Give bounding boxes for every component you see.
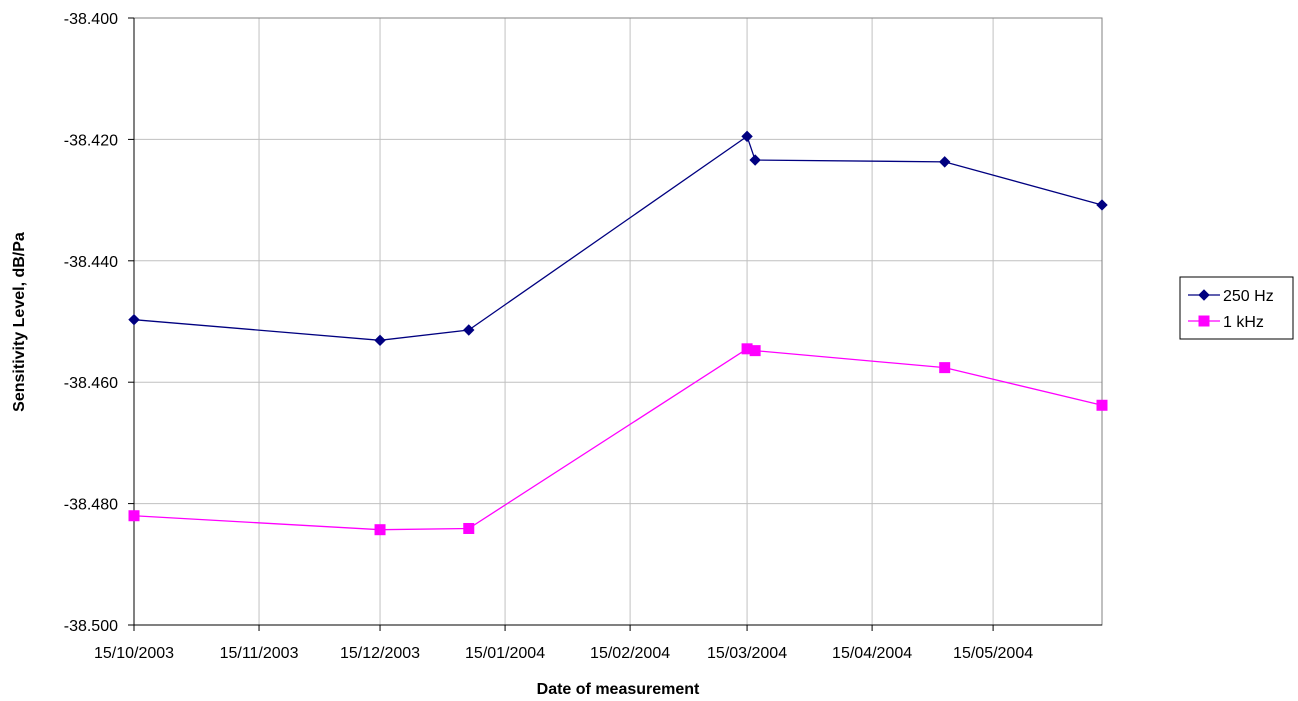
data-point-1-khz [463, 522, 475, 534]
data-point-250-hz [749, 154, 761, 166]
data-point-1-khz [749, 345, 761, 357]
legend-item-250-hz: 250 Hz [1188, 288, 1274, 305]
legend-label-1-khz: 1 kHz [1223, 314, 1264, 331]
x-tick-label: 15/02/2004 [590, 645, 670, 662]
data-point-250-hz [374, 334, 386, 347]
x-tick-label: 15/11/2003 [220, 645, 299, 662]
data-point-250-hz [463, 324, 475, 336]
x-tick-label: 15/01/2004 [465, 645, 545, 662]
x-tick-label: 15/10/2003 [94, 645, 174, 662]
data-point-1-khz [374, 524, 386, 536]
series-line-250-hz [133, 135, 1103, 341]
data-point-250-hz [741, 130, 753, 143]
data-point-1-khz [939, 362, 951, 374]
legend: 250 Hz 1 kHz [1179, 276, 1294, 340]
series-1-khz [128, 343, 1108, 536]
series-layer [128, 130, 1108, 536]
series-250-hz [128, 130, 1108, 347]
series-line-1-khz [133, 348, 1103, 531]
gridlines [133, 17, 1102, 626]
data-point-1-khz [128, 510, 140, 522]
y-tick-label: -38.480 [64, 497, 118, 514]
x-tick-label: 15/04/2004 [832, 645, 912, 662]
y-tick-label: -38.460 [64, 375, 118, 392]
data-point-1-khz [1096, 399, 1108, 411]
legend-marker-250-hz [1198, 289, 1210, 301]
y-tick-label: -38.400 [64, 11, 118, 28]
x-axis-title: Date of measurement [537, 681, 700, 698]
plot-area-border [133, 17, 1103, 626]
y-tick-label: -38.420 [64, 132, 118, 149]
y-axis-title: Sensitivity Level, dB/Pa [11, 232, 28, 412]
legend-label-250-hz: 250 Hz [1223, 288, 1274, 305]
x-tick-label: 15/05/2004 [953, 645, 1033, 662]
x-tick-label: 15/12/2003 [340, 645, 420, 662]
y-tick-label: -38.440 [64, 254, 118, 271]
data-point-250-hz [938, 156, 951, 168]
x-tick-label: 15/03/2004 [707, 645, 787, 662]
y-tick-label: -38.500 [64, 618, 118, 635]
tick-labels: -38.400 -38.420 -38.440 -38.460 -38.480 -38.5… [64, 11, 1034, 662]
legend-item-1-khz: 1 kHz [1188, 314, 1264, 331]
legend-marker-1-khz [1198, 315, 1210, 327]
axes [128, 17, 1102, 631]
data-point-250-hz [1096, 199, 1108, 211]
data-point-250-hz [128, 313, 140, 326]
legend-box [1179, 276, 1294, 340]
